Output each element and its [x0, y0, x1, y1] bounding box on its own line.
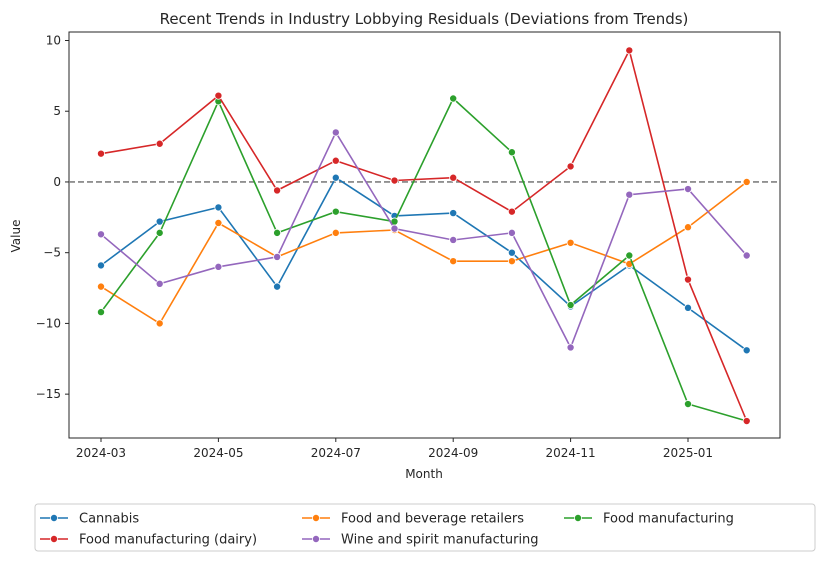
- data-point-wine-and-spirit-manufacturing: [155, 279, 164, 288]
- data-point-cannabis: [742, 346, 751, 355]
- data-point-food-manufacturing: [625, 251, 634, 260]
- x-axis-title: Month: [405, 467, 443, 481]
- y-tick-label: 10: [46, 33, 61, 47]
- data-point-cannabis: [273, 282, 282, 291]
- data-point-food-and-beverage-retailers: [97, 282, 106, 291]
- data-point-cannabis: [684, 303, 693, 312]
- data-point-food-manufacturing: [449, 94, 458, 103]
- data-point-food-manufacturing-dairy: [566, 162, 575, 171]
- data-point-food-manufacturing-dairy: [97, 149, 106, 158]
- data-point-food-and-beverage-retailers: [331, 228, 340, 237]
- y-tick-label: 5: [53, 104, 61, 118]
- series-line-wine-and-spirit-manufacturing: [100, 130, 748, 350]
- data-point-food-and-beverage-retailers: [507, 257, 516, 266]
- data-point-food-and-beverage-retailers: [684, 223, 693, 232]
- y-tick-label: −15: [36, 387, 61, 401]
- series-line-cannabis: [100, 176, 748, 351]
- legend-swatch-marker: [574, 514, 583, 523]
- legend-swatch-marker: [50, 535, 59, 544]
- x-tick-label: 2025-01: [663, 446, 713, 460]
- y-tick-label: −5: [43, 246, 61, 260]
- legend: Cannabis Food and beverage retailers Food …: [34, 503, 816, 552]
- data-point-food-manufacturing-dairy: [390, 176, 399, 185]
- plot-area: 10 5 0 −5 −10 −15 2024-03 2024-05 2024-07 2024-09…: [36, 31, 781, 460]
- data-point-wine-and-spirit-manufacturing: [684, 185, 693, 194]
- legend-label: Food manufacturing (dairy): [79, 533, 257, 548]
- legend-label: Wine and spirit manufacturing: [341, 533, 539, 548]
- chart-title: Recent Trends in Industry Lobbying Resid…: [160, 10, 689, 28]
- data-point-food-manufacturing-dairy: [449, 173, 458, 182]
- data-point-wine-and-spirit-manufacturing: [449, 235, 458, 244]
- data-point-food-manufacturing: [566, 301, 575, 310]
- data-point-wine-and-spirit-manufacturing: [625, 190, 634, 199]
- data-point-wine-and-spirit-manufacturing: [214, 262, 223, 271]
- data-point-cannabis: [155, 217, 164, 226]
- data-point-food-and-beverage-retailers: [214, 218, 223, 227]
- x-tick-label: 2024-07: [311, 446, 361, 460]
- data-point-food-manufacturing-dairy: [214, 91, 223, 100]
- plot-frame: [68, 31, 781, 439]
- data-point-wine-and-spirit-manufacturing: [273, 252, 282, 261]
- legend-swatch-marker: [50, 514, 59, 523]
- data-point-cannabis: [214, 203, 223, 212]
- y-axis-title: Value: [9, 220, 23, 253]
- x-tick-label: 2024-11: [546, 446, 596, 460]
- x-tick-label: 2024-05: [193, 446, 243, 460]
- data-point-wine-and-spirit-manufacturing: [390, 224, 399, 233]
- x-tick-label: 2024-09: [428, 446, 478, 460]
- data-point-food-manufacturing-dairy: [331, 156, 340, 165]
- series-line-food-manufacturing: [100, 97, 747, 422]
- data-point-food-manufacturing: [331, 207, 340, 216]
- data-point-food-and-beverage-retailers: [566, 238, 575, 247]
- data-point-food-manufacturing-dairy: [625, 46, 634, 55]
- series-line-food-and-beverage-retailers: [100, 181, 748, 325]
- data-point-food-and-beverage-retailers: [155, 319, 164, 328]
- data-point-food-manufacturing: [507, 148, 516, 157]
- legend-swatch-marker: [311, 514, 320, 523]
- legend-label: Food manufacturing: [603, 512, 734, 527]
- data-point-food-manufacturing: [155, 228, 164, 237]
- legend-swatch-marker: [311, 535, 320, 544]
- data-point-food-manufacturing-dairy: [155, 139, 164, 148]
- x-tick-label: 2024-03: [76, 446, 126, 460]
- y-tick-label: 0: [53, 175, 61, 189]
- data-point-food-and-beverage-retailers: [742, 177, 751, 186]
- data-point-wine-and-spirit-manufacturing: [742, 251, 751, 260]
- data-point-wine-and-spirit-manufacturing: [566, 343, 575, 352]
- data-point-cannabis: [507, 248, 516, 257]
- legend-box: [34, 503, 816, 552]
- data-point-wine-and-spirit-manufacturing: [507, 228, 516, 237]
- data-point-food-manufacturing: [97, 308, 106, 317]
- data-point-food-manufacturing-dairy: [273, 186, 282, 195]
- data-point-cannabis: [97, 261, 106, 270]
- series-line-food-manufacturing-dairy: [100, 48, 748, 422]
- data-point-food-manufacturing: [684, 400, 693, 409]
- legend-label: Food and beverage retailers: [341, 512, 524, 527]
- data-point-wine-and-spirit-manufacturing: [97, 230, 106, 239]
- data-point-cannabis: [331, 173, 340, 182]
- data-point-food-and-beverage-retailers: [449, 257, 458, 266]
- data-point-wine-and-spirit-manufacturing: [331, 128, 340, 137]
- data-point-food-manufacturing: [273, 228, 282, 237]
- data-point-cannabis: [449, 209, 458, 218]
- legend-label: Cannabis: [79, 512, 139, 527]
- data-point-food-manufacturing-dairy: [742, 417, 751, 426]
- data-point-food-manufacturing-dairy: [684, 275, 693, 284]
- y-tick-label: −10: [36, 316, 61, 330]
- data-point-food-manufacturing-dairy: [507, 207, 516, 216]
